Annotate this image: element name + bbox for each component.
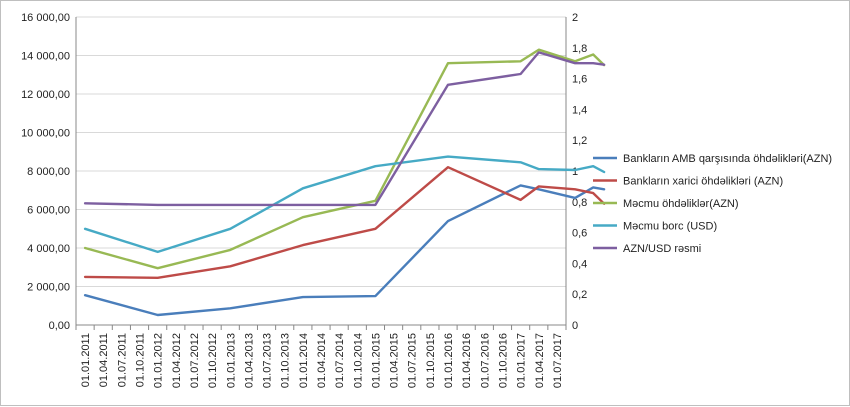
legend-label-3: Məcmu öhdəliklər(AZN) — [623, 198, 739, 210]
x-tick-label: 01.01.2015 — [370, 333, 382, 388]
x-tick-label: 01.07.2016 — [479, 333, 491, 388]
y-tick-label: 8 000,00 — [27, 166, 70, 178]
y-tick-label: 6 000,00 — [27, 205, 70, 217]
x-tick-label: 01.01.2017 — [516, 333, 528, 388]
x-tick-label: 01.01.2014 — [298, 333, 310, 388]
y-tick-label: 16 000,00 — [21, 12, 70, 24]
x-tick-label: 01.07.2014 — [334, 333, 346, 388]
legend-label-5: AZN/USD rəsmi — [623, 243, 701, 255]
x-tick-label: 01.10.2011 — [135, 333, 147, 387]
y2-tick-label: 1,6 — [572, 74, 587, 86]
x-tick-label: 01.07.2013 — [262, 333, 274, 388]
y-tick-label: 14 000,00 — [21, 51, 70, 63]
y2-tick-label: 2 — [572, 12, 578, 24]
x-tick-label: 01.01.2016 — [443, 333, 455, 388]
x-tick-label: 01.04.2011 — [98, 333, 110, 387]
x-tick-label: 01.04.2017 — [534, 333, 546, 388]
legend-label-4: Məcmu borc (USD) — [623, 221, 717, 233]
y2-tick-label: 0,8 — [572, 197, 587, 209]
x-tick-label: 01.01.2012 — [153, 333, 165, 388]
x-tick-label: 01.04.2015 — [389, 333, 401, 388]
x-tick-label: 01.01.2013 — [225, 333, 237, 388]
x-tick-label: 01.10.2016 — [497, 333, 509, 388]
y2-tick-label: 1,2 — [572, 135, 587, 147]
y-tick-label: 2 000,00 — [27, 282, 70, 294]
y2-tick-label: 0,6 — [572, 228, 587, 240]
x-tick-label: 01.04.2012 — [171, 333, 183, 388]
x-tick-label: 01.04.2016 — [461, 333, 473, 388]
x-tick-label: 01.01.2011 — [80, 333, 92, 387]
x-tick-label: 01.10.2013 — [280, 333, 292, 388]
y-tick-label: 10 000,00 — [21, 128, 70, 140]
series-line-1 — [83, 184, 606, 317]
x-tick-label: 01.07.2011 — [116, 333, 128, 387]
y2-tick-label: 0 — [572, 320, 578, 332]
x-tick-label: 01.04.2013 — [243, 333, 255, 388]
x-tick-label: 01.10.2014 — [352, 333, 364, 388]
y2-tick-label: 0,4 — [572, 258, 587, 270]
y2-tick-label: 0,2 — [572, 289, 587, 301]
x-tick-label: 01.07.2015 — [407, 333, 419, 388]
x-tick-label: 01.07.2012 — [189, 333, 201, 388]
y2-tick-label: 1,8 — [572, 43, 587, 55]
x-tick-label: 01.10.2012 — [207, 333, 219, 388]
legend-label-2: Bankların xarici öhdəlikləri (AZN) — [623, 176, 783, 188]
series-line-3 — [83, 48, 606, 270]
y-tick-label: 0,00 — [49, 320, 70, 332]
series-line-4 — [83, 155, 606, 254]
y2-tick-label: 1,4 — [572, 104, 587, 116]
series-line-5 — [83, 51, 606, 207]
legend-label-1: Bankların AMB qarşısında öhdəlikləri(AZN… — [623, 153, 832, 165]
x-tick-label: 01.04.2014 — [316, 333, 328, 388]
y2-tick-label: 1 — [572, 166, 578, 178]
x-tick-label: 01.10.2015 — [425, 333, 437, 388]
x-tick-label: 01.07.2017 — [552, 333, 564, 388]
series-line-2 — [83, 165, 606, 279]
y-tick-label: 4 000,00 — [27, 243, 70, 255]
y-tick-label: 12 000,00 — [21, 89, 70, 101]
